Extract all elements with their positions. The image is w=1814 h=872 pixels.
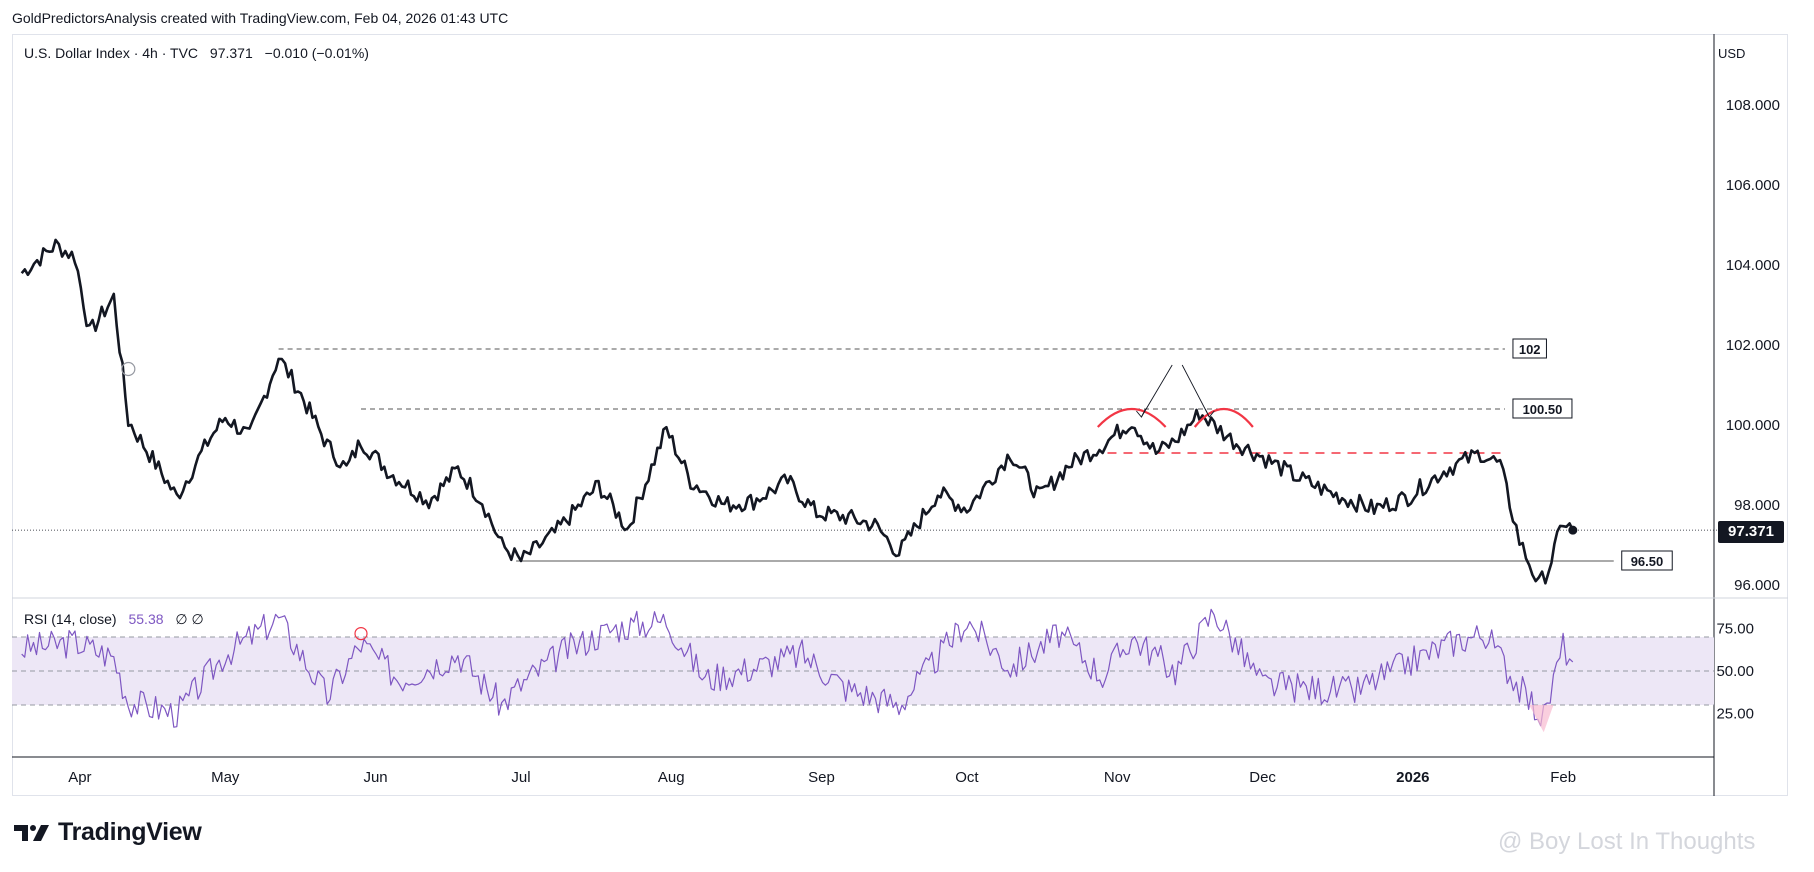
time-axis[interactable]: Apr May Jun Jul Aug Sep Oct Nov Dec 2026 Feb (68, 769, 1576, 786)
time-tick-label: May (211, 769, 240, 786)
double-top-left-arc (1096, 407, 1167, 428)
time-tick-label: Jul (511, 769, 530, 786)
chart-frame (12, 34, 1788, 796)
rsi-oversold-fill (1529, 705, 1554, 733)
watermark: @ Boy Lost In Thoughts (1498, 828, 1756, 855)
rsi-axis[interactable]: 75.00 50.00 25.00 (1716, 621, 1754, 723)
price-tick-label: 104.000 (1726, 257, 1780, 274)
level-label-102: 102 (1512, 338, 1547, 359)
level-label-text: 96.50 (1631, 554, 1664, 569)
symbol-name: U.S. Dollar Index · 4h · TVC (24, 45, 199, 61)
price-tick-label: 96.000 (1734, 577, 1780, 594)
last-price: 97.371 (209, 45, 253, 61)
level-label-box (1512, 338, 1547, 359)
time-tick-label: Sep (808, 769, 835, 786)
price-tick-label: 106.000 (1726, 177, 1780, 194)
price-tick-label: 98.000 (1734, 497, 1780, 514)
rsi-tick-label: 25.00 (1716, 706, 1754, 723)
currency-label[interactable]: USD (1718, 46, 1746, 61)
time-tick-label: 2026 (1396, 769, 1429, 786)
price-tick-label: 102.000 (1726, 337, 1780, 354)
last-price-dot (1568, 525, 1578, 535)
symbol-legend[interactable]: U.S. Dollar Index · 4h · TVC 97.371 −0.0… (24, 45, 369, 61)
level-label-box (1512, 398, 1573, 419)
rsi-tick-label: 75.00 (1716, 621, 1754, 638)
double-top-right-arc (1193, 407, 1254, 428)
level-lines: 102 100.50 96.50 (12, 338, 1718, 571)
level-label-text: 102 (1519, 342, 1541, 357)
chart-caption: GoldPredictorsAnalysis created with Trad… (12, 10, 509, 26)
rsi-name: RSI (14, close) (24, 611, 117, 627)
price-tick-label: 100.000 (1726, 417, 1780, 434)
tradingview-logo[interactable]: TradingView (14, 818, 202, 847)
rsi-overbought-marker (354, 626, 368, 641)
price-axis[interactable]: 108.000 106.000 104.000 102.000 100.000 98.00… (1726, 97, 1780, 594)
level-label-96.50: 96.50 (1621, 550, 1673, 571)
double-top-pattern (1096, 364, 1254, 428)
price-change: −0.010 (−0.01%) (264, 45, 369, 61)
price-tick-label: 108.000 (1726, 97, 1780, 114)
rsi-value: 55.38 (128, 611, 164, 627)
level-label-100.50: 100.50 (1512, 398, 1573, 419)
rsi-series[interactable] (21, 608, 1574, 733)
rsi-legend[interactable]: RSI (14, close) 55.38 ∅ ∅ (24, 611, 204, 628)
time-tick-label: Oct (955, 769, 979, 786)
rsi-extra: ∅ ∅ (175, 611, 204, 627)
time-tick-label: Feb (1550, 769, 1576, 786)
level-label-text: 100.50 (1523, 402, 1563, 417)
pattern-arrows (1141, 364, 1210, 418)
time-tick-label: Nov (1104, 769, 1131, 786)
time-tick-label: Jun (363, 769, 387, 786)
rsi-line (21, 608, 1574, 728)
price-series[interactable] (20, 238, 1578, 585)
tradingview-logo-icon (14, 824, 49, 841)
price-line (20, 238, 1574, 585)
level-label-box (1621, 550, 1673, 571)
last-price-tag: 97.371 (1718, 521, 1784, 543)
rsi-tick-label: 50.00 (1716, 663, 1754, 680)
brand-name: TradingView (58, 818, 202, 846)
rsi-band (12, 636, 1714, 706)
time-tick-label: Aug (658, 769, 685, 786)
marker-circle (121, 361, 136, 377)
time-tick-label: Apr (68, 769, 91, 786)
arrow-heads (1136, 408, 1215, 418)
time-tick-label: Dec (1249, 769, 1276, 786)
